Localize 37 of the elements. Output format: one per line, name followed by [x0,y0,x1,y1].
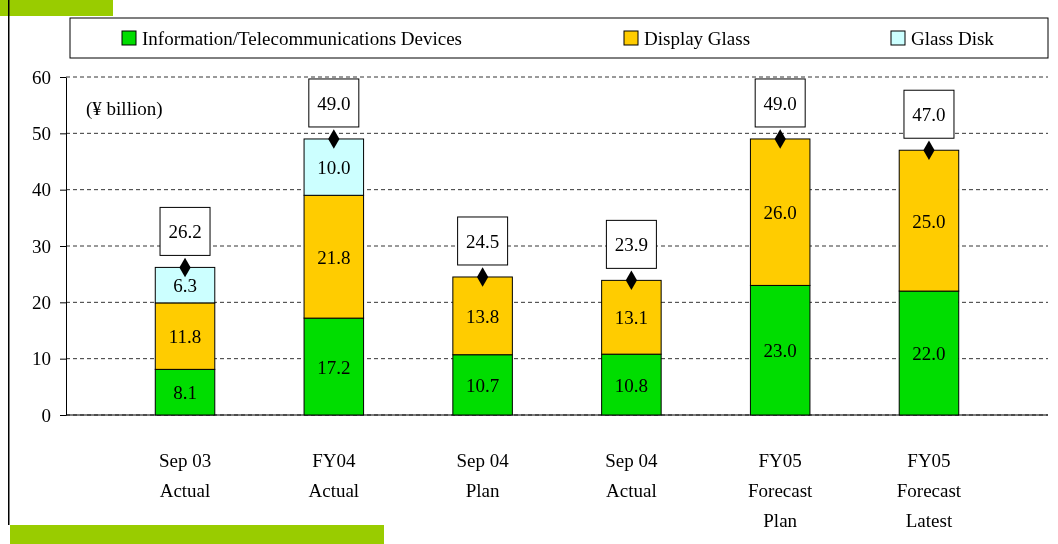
data-label: 47.0 [912,104,946,126]
data-label: 10.0 [317,157,351,179]
x-tick-label: Sep 03 Actual [158,450,212,501]
y-tick-label: 10 [32,348,51,370]
data-label: 21.8 [317,246,351,268]
data-label: 26.0 [763,202,797,224]
legend-label: Display Glass [644,28,751,49]
data-label: 11.8 [168,326,202,348]
data-label: 8.1 [173,382,197,404]
data-label: 6.3 [173,275,197,297]
x-tick-label: FY05 Forecast Plan [747,450,814,531]
data-label: 25.0 [912,210,946,232]
legend-label: Information/Telecommunications Devices [142,28,462,49]
y-tick-label: 40 [32,179,51,201]
data-label: 26.2 [168,221,202,243]
data-label: 49.0 [763,92,797,114]
x-tick-label: Sep 04 Actual [605,450,659,501]
data-label: 17.2 [317,356,351,378]
y-tick-label: 30 [32,235,51,257]
data-label: 13.1 [614,307,649,329]
data-label: 22.0 [912,343,946,365]
y-tick-label: 0 [41,404,51,426]
data-label: 10.8 [614,374,649,396]
legend-label: Glass Disk [911,28,995,49]
x-tick-label: FY04 Actual [308,450,360,501]
data-label: 23.0 [763,340,797,362]
data-label: 10.7 [465,374,500,396]
y-tick-label: 20 [32,291,51,313]
data-label: 23.9 [614,234,649,256]
y-tick-label: 60 [32,66,51,88]
data-label: 49.0 [317,92,351,114]
y-axis-title: (¥ billion) [86,98,163,120]
x-tick-label: Sep 04 Plan [456,450,510,501]
y-tick-label: 50 [32,122,51,144]
x-tick-label: FY05 Forecast Latest [896,450,962,531]
data-label: 24.5 [465,230,500,252]
data-label: 13.8 [465,305,500,327]
